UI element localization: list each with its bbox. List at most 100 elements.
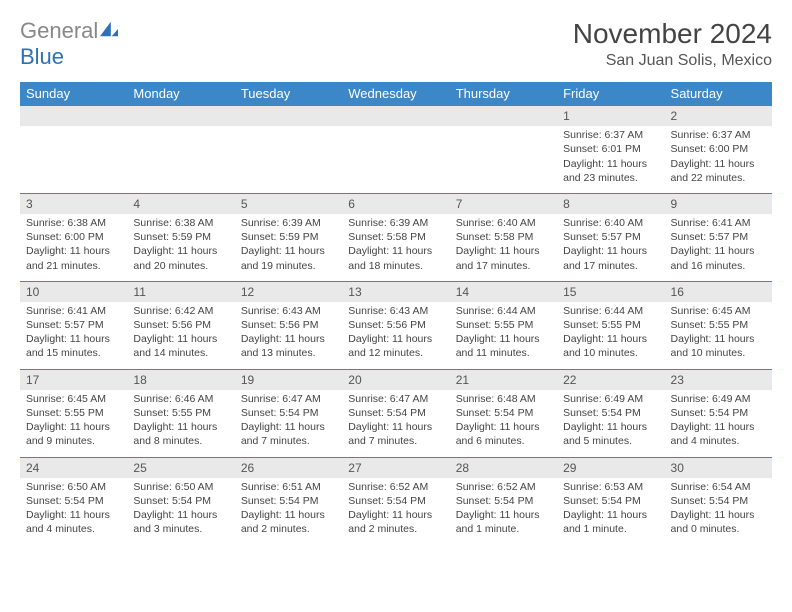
day-number: 19 — [235, 370, 342, 390]
sail-icon — [98, 20, 120, 38]
sunset-line: Sunset: 5:54 PM — [671, 406, 766, 420]
day-number: 3 — [20, 194, 127, 214]
weekday-header: Monday — [127, 82, 234, 106]
sunset-line: Sunset: 5:54 PM — [563, 494, 658, 508]
sunrise-line: Sunrise: 6:41 AM — [671, 216, 766, 230]
daylight-line: Daylight: 11 hours and 6 minutes. — [456, 420, 551, 448]
sunrise-line: Sunrise: 6:52 AM — [456, 480, 551, 494]
day-data: Sunrise: 6:40 AMSunset: 5:57 PMDaylight:… — [557, 214, 664, 281]
sunset-line: Sunset: 5:55 PM — [26, 406, 121, 420]
calendar-day-cell: 25Sunrise: 6:50 AMSunset: 5:54 PMDayligh… — [127, 457, 234, 544]
calendar-day-cell: 13Sunrise: 6:43 AMSunset: 5:56 PMDayligh… — [342, 281, 449, 369]
calendar-day-cell: 0 — [450, 106, 557, 194]
sunset-line: Sunset: 5:54 PM — [671, 494, 766, 508]
day-data: Sunrise: 6:54 AMSunset: 5:54 PMDaylight:… — [665, 478, 772, 545]
day-number: 20 — [342, 370, 449, 390]
daylight-line: Daylight: 11 hours and 14 minutes. — [133, 332, 228, 360]
calendar-week-row: 3Sunrise: 6:38 AMSunset: 6:00 PMDaylight… — [20, 193, 772, 281]
sunrise-line: Sunrise: 6:49 AM — [671, 392, 766, 406]
daylight-line: Daylight: 11 hours and 17 minutes. — [563, 244, 658, 272]
sunset-line: Sunset: 5:54 PM — [348, 494, 443, 508]
daylight-line: Daylight: 11 hours and 17 minutes. — [456, 244, 551, 272]
sunset-line: Sunset: 5:55 PM — [671, 318, 766, 332]
day-data: Sunrise: 6:39 AMSunset: 5:59 PMDaylight:… — [235, 214, 342, 281]
sunrise-line: Sunrise: 6:46 AM — [133, 392, 228, 406]
day-number: 10 — [20, 282, 127, 302]
sunrise-line: Sunrise: 6:44 AM — [456, 304, 551, 318]
calendar-day-cell: 23Sunrise: 6:49 AMSunset: 5:54 PMDayligh… — [665, 369, 772, 457]
day-data: Sunrise: 6:39 AMSunset: 5:58 PMDaylight:… — [342, 214, 449, 281]
day-number: 29 — [557, 458, 664, 478]
weekday-header-row: SundayMondayTuesdayWednesdayThursdayFrid… — [20, 82, 772, 106]
day-data: Sunrise: 6:38 AMSunset: 6:00 PMDaylight:… — [20, 214, 127, 281]
day-number: 25 — [127, 458, 234, 478]
daylight-line: Daylight: 11 hours and 3 minutes. — [133, 508, 228, 536]
sunset-line: Sunset: 6:01 PM — [563, 142, 658, 156]
day-data: Sunrise: 6:50 AMSunset: 5:54 PMDaylight:… — [20, 478, 127, 545]
daylight-line: Daylight: 11 hours and 20 minutes. — [133, 244, 228, 272]
day-data: Sunrise: 6:37 AMSunset: 6:00 PMDaylight:… — [665, 126, 772, 193]
sunrise-line: Sunrise: 6:45 AM — [671, 304, 766, 318]
daylight-line: Daylight: 11 hours and 4 minutes. — [26, 508, 121, 536]
daylight-line: Daylight: 11 hours and 13 minutes. — [241, 332, 336, 360]
sunset-line: Sunset: 5:54 PM — [241, 406, 336, 420]
sunset-line: Sunset: 6:00 PM — [26, 230, 121, 244]
brand-logo: General Blue — [20, 18, 120, 70]
day-data: Sunrise: 6:48 AMSunset: 5:54 PMDaylight:… — [450, 390, 557, 457]
sunrise-line: Sunrise: 6:45 AM — [26, 392, 121, 406]
calendar-day-cell: 0 — [20, 106, 127, 194]
weekday-header: Sunday — [20, 82, 127, 106]
sunset-line: Sunset: 5:57 PM — [671, 230, 766, 244]
sunset-line: Sunset: 5:54 PM — [456, 406, 551, 420]
calendar-day-cell: 14Sunrise: 6:44 AMSunset: 5:55 PMDayligh… — [450, 281, 557, 369]
sunset-line: Sunset: 5:59 PM — [241, 230, 336, 244]
day-number: 18 — [127, 370, 234, 390]
day-number: 8 — [557, 194, 664, 214]
day-number: 30 — [665, 458, 772, 478]
sunset-line: Sunset: 5:57 PM — [563, 230, 658, 244]
daylight-line: Daylight: 11 hours and 5 minutes. — [563, 420, 658, 448]
calendar-day-cell: 2Sunrise: 6:37 AMSunset: 6:00 PMDaylight… — [665, 106, 772, 194]
sunrise-line: Sunrise: 6:42 AM — [133, 304, 228, 318]
day-number: 0 — [20, 106, 127, 126]
sunrise-line: Sunrise: 6:47 AM — [348, 392, 443, 406]
brand-text: General Blue — [20, 18, 120, 70]
sunrise-line: Sunrise: 6:50 AM — [26, 480, 121, 494]
calendar-day-cell: 7Sunrise: 6:40 AMSunset: 5:58 PMDaylight… — [450, 193, 557, 281]
sunrise-line: Sunrise: 6:53 AM — [563, 480, 658, 494]
calendar-day-cell: 0 — [235, 106, 342, 194]
daylight-line: Daylight: 11 hours and 12 minutes. — [348, 332, 443, 360]
calendar-day-cell: 21Sunrise: 6:48 AMSunset: 5:54 PMDayligh… — [450, 369, 557, 457]
sunset-line: Sunset: 5:54 PM — [133, 494, 228, 508]
day-data: Sunrise: 6:41 AMSunset: 5:57 PMDaylight:… — [665, 214, 772, 281]
sunset-line: Sunset: 5:56 PM — [348, 318, 443, 332]
sunset-line: Sunset: 5:54 PM — [348, 406, 443, 420]
day-data: Sunrise: 6:40 AMSunset: 5:58 PMDaylight:… — [450, 214, 557, 281]
daylight-line: Daylight: 11 hours and 23 minutes. — [563, 157, 658, 185]
sunrise-line: Sunrise: 6:43 AM — [241, 304, 336, 318]
sunrise-line: Sunrise: 6:47 AM — [241, 392, 336, 406]
calendar-day-cell: 30Sunrise: 6:54 AMSunset: 5:54 PMDayligh… — [665, 457, 772, 544]
sunrise-line: Sunrise: 6:44 AM — [563, 304, 658, 318]
daylight-line: Daylight: 11 hours and 18 minutes. — [348, 244, 443, 272]
day-number: 5 — [235, 194, 342, 214]
sunrise-line: Sunrise: 6:37 AM — [563, 128, 658, 142]
sunset-line: Sunset: 5:58 PM — [348, 230, 443, 244]
day-number: 0 — [450, 106, 557, 126]
day-number: 16 — [665, 282, 772, 302]
day-data: Sunrise: 6:45 AMSunset: 5:55 PMDaylight:… — [20, 390, 127, 457]
day-data: Sunrise: 6:52 AMSunset: 5:54 PMDaylight:… — [450, 478, 557, 545]
daylight-line: Daylight: 11 hours and 9 minutes. — [26, 420, 121, 448]
calendar-day-cell: 10Sunrise: 6:41 AMSunset: 5:57 PMDayligh… — [20, 281, 127, 369]
calendar-day-cell: 22Sunrise: 6:49 AMSunset: 5:54 PMDayligh… — [557, 369, 664, 457]
daylight-line: Daylight: 11 hours and 10 minutes. — [563, 332, 658, 360]
day-number: 22 — [557, 370, 664, 390]
calendar-day-cell: 1Sunrise: 6:37 AMSunset: 6:01 PMDaylight… — [557, 106, 664, 194]
weekday-header: Tuesday — [235, 82, 342, 106]
daylight-line: Daylight: 11 hours and 4 minutes. — [671, 420, 766, 448]
day-data: Sunrise: 6:46 AMSunset: 5:55 PMDaylight:… — [127, 390, 234, 457]
sunset-line: Sunset: 6:00 PM — [671, 142, 766, 156]
calendar-day-cell: 11Sunrise: 6:42 AMSunset: 5:56 PMDayligh… — [127, 281, 234, 369]
day-number: 11 — [127, 282, 234, 302]
calendar-day-cell: 29Sunrise: 6:53 AMSunset: 5:54 PMDayligh… — [557, 457, 664, 544]
